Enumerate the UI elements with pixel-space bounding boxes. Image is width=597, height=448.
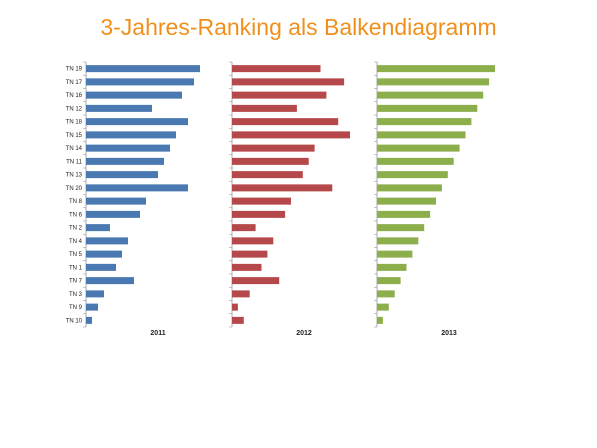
bar: [232, 131, 350, 139]
bar: [86, 197, 146, 205]
bar: [232, 237, 274, 245]
bar: [377, 157, 454, 165]
category-label: TN 15: [66, 133, 83, 139]
category-label: TN 7: [69, 279, 83, 285]
bar: [86, 290, 104, 298]
bar: [232, 78, 345, 86]
series-label: 2012: [296, 330, 312, 337]
category-label: TN 8: [69, 199, 83, 205]
category-label: TN 16: [66, 93, 83, 99]
bar: [377, 65, 495, 73]
category-label: TN 6: [69, 212, 83, 218]
bar: [86, 316, 92, 324]
bar: [86, 250, 122, 258]
series-label: 2013: [441, 330, 457, 337]
bar: [377, 91, 484, 99]
bar: [86, 65, 200, 73]
bar: [377, 250, 413, 258]
category-label: TN 12: [66, 106, 83, 112]
category-label: TN 9: [69, 305, 83, 311]
bar: [377, 131, 466, 139]
bar: [377, 303, 389, 311]
category-label: TN 2: [69, 226, 83, 232]
bar: [232, 144, 315, 152]
bar: [232, 118, 339, 126]
bar: [232, 303, 238, 311]
bar: [377, 224, 425, 232]
bar: [232, 184, 333, 192]
bar: [86, 277, 134, 285]
bar: [377, 78, 490, 86]
bar: [86, 237, 128, 245]
bar: [86, 224, 110, 232]
bar: [377, 184, 442, 192]
category-label: TN 13: [66, 173, 83, 179]
category-label: TN 4: [69, 239, 83, 245]
category-label: TN 14: [66, 146, 83, 152]
bar: [232, 65, 321, 73]
bar: [377, 316, 383, 324]
bar: [377, 237, 419, 245]
bar: [377, 210, 431, 218]
series-label: 2011: [150, 330, 165, 337]
category-label: TN 5: [69, 252, 83, 258]
bar: [86, 91, 182, 99]
bar: [86, 303, 98, 311]
bar: [86, 184, 188, 192]
bar: [86, 131, 176, 139]
bar: [232, 263, 262, 271]
category-label: TN 10: [66, 318, 83, 324]
bar: [86, 118, 188, 126]
bar: [86, 263, 116, 271]
bar: [232, 290, 250, 298]
category-label: TN 11: [66, 159, 83, 165]
bar: [377, 277, 401, 285]
chart-title: 3-Jahres-Ranking als Balkendiagramm: [100, 14, 497, 40]
bar: [232, 197, 291, 205]
category-label: TN 17: [66, 80, 83, 86]
category-label: TN 3: [69, 292, 83, 298]
bar: [232, 104, 297, 112]
category-label: TN 18: [66, 120, 83, 126]
bar: [86, 210, 140, 218]
bar: [86, 144, 170, 152]
bar: [86, 104, 152, 112]
bar: [377, 263, 407, 271]
bar: [86, 157, 164, 165]
bar: [377, 144, 460, 152]
bar: [232, 171, 303, 179]
bar: [377, 171, 448, 179]
bar: [377, 290, 395, 298]
bar: [232, 277, 280, 285]
bar: [86, 78, 194, 86]
bar: [86, 171, 158, 179]
bar: [377, 104, 478, 112]
category-label: TN 1: [69, 265, 83, 271]
bar: [232, 224, 256, 232]
bar: [232, 91, 327, 99]
bar: [232, 157, 309, 165]
category-label: TN 19: [66, 67, 83, 73]
bar: [377, 118, 472, 126]
bar: [232, 210, 286, 218]
bar: [232, 316, 244, 324]
bar: [377, 197, 436, 205]
bar: [232, 250, 268, 258]
category-label: TN 20: [66, 186, 83, 192]
